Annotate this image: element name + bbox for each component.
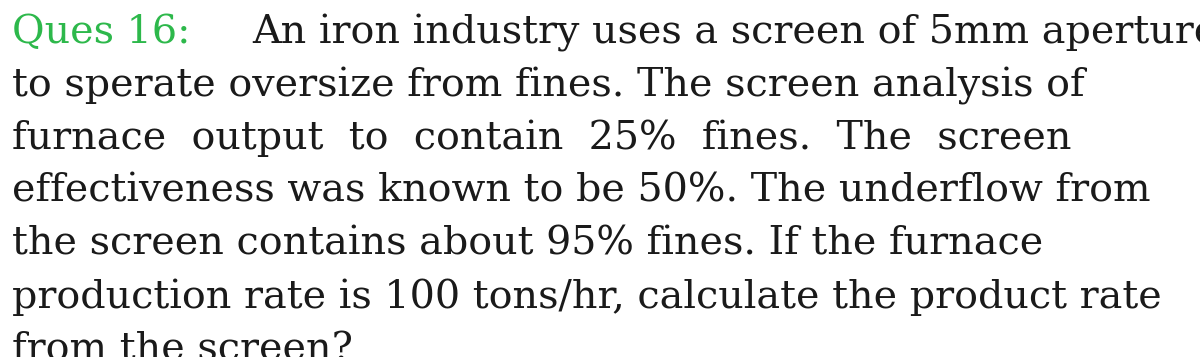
Text: An iron industry uses a screen of 5mm aperture: An iron industry uses a screen of 5mm ap… (252, 14, 1200, 52)
Text: from the screen?: from the screen? (12, 331, 353, 357)
Text: Ques 16:: Ques 16: (12, 14, 191, 51)
Text: effectiveness was known to be 50%. The underflow from: effectiveness was known to be 50%. The u… (12, 173, 1151, 210)
Text: furnace  output  to  contain  25%  fines.  The  screen: furnace output to contain 25% fines. The… (12, 120, 1072, 157)
Text: the screen contains about 95% fines. If the furnace: the screen contains about 95% fines. If … (12, 226, 1043, 263)
Text: to sperate oversize from fines. The screen analysis of: to sperate oversize from fines. The scre… (12, 67, 1085, 105)
Text: production rate is 100 tons/hr, calculate the product rate: production rate is 100 tons/hr, calculat… (12, 278, 1162, 316)
